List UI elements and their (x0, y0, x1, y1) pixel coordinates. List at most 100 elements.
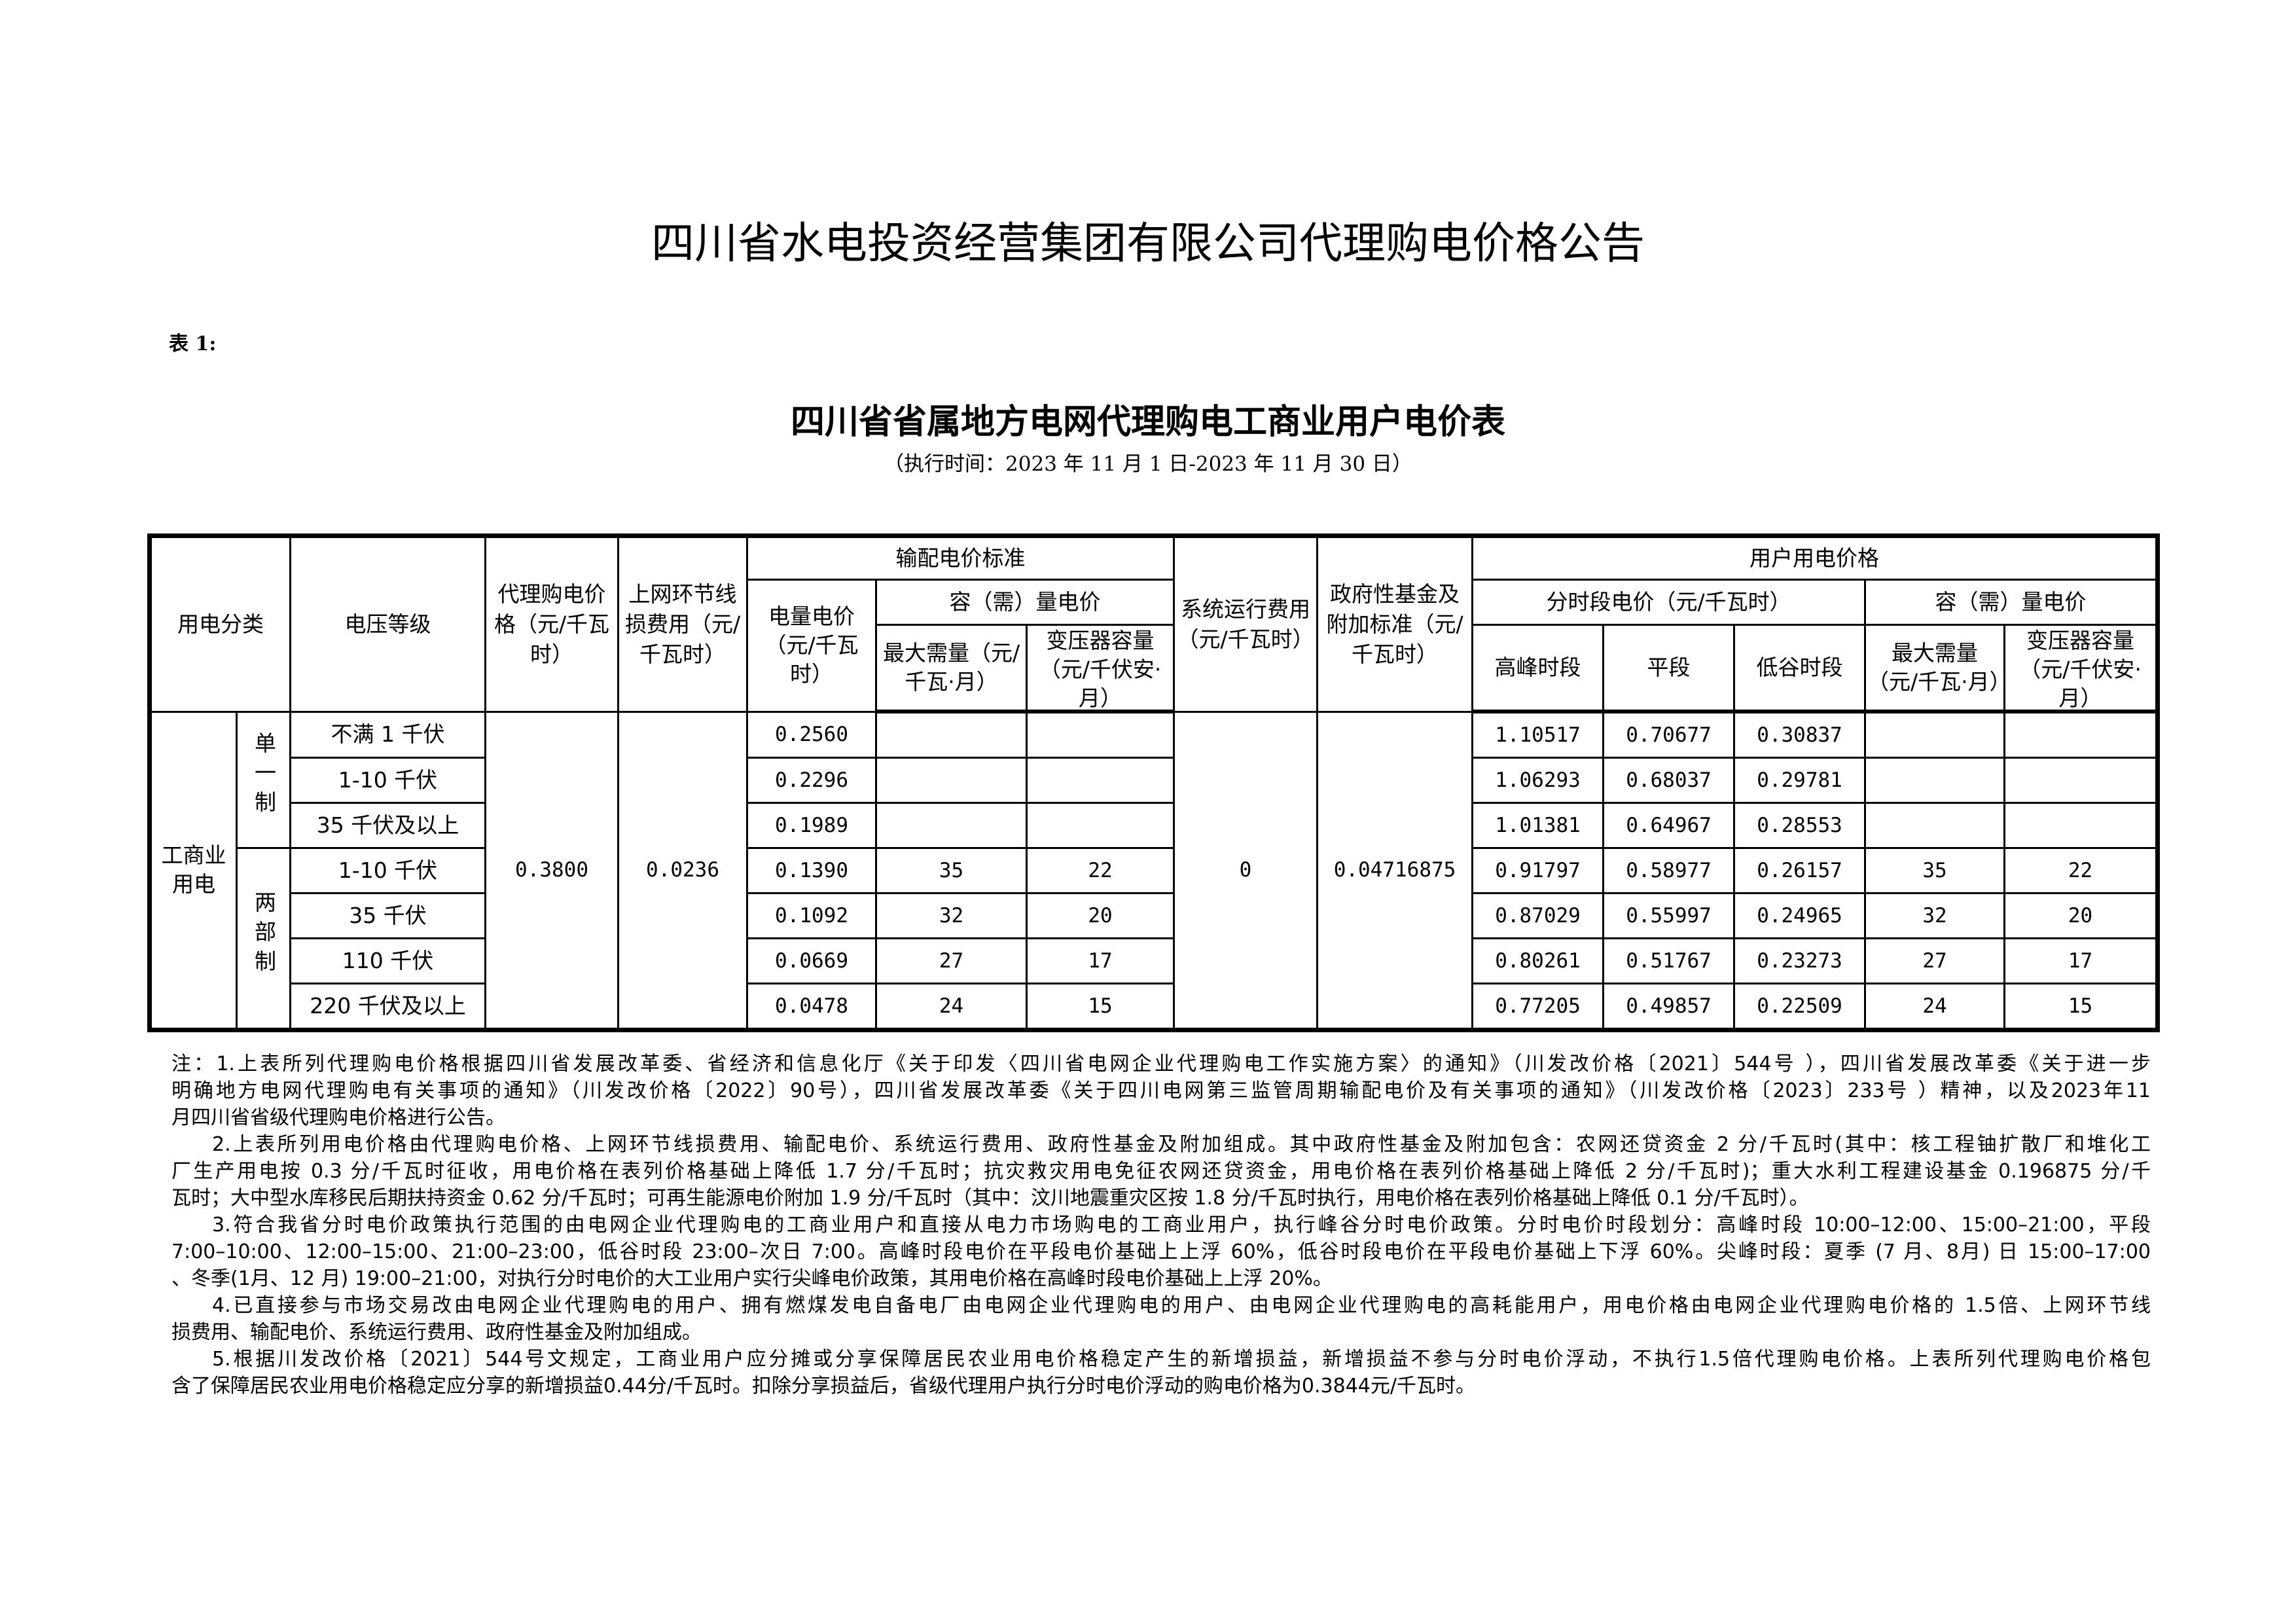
max-demand-cell (875, 802, 1028, 849)
max-demand-cell (875, 710, 1028, 759)
user-max-demand-cell: 32 (1864, 892, 2006, 939)
header-user-group: 用户用电价格 (1471, 535, 2159, 581)
header-voltage: 电压等级 (289, 535, 486, 713)
note-line: 7:00–10:00、12:00–15:00、21:00–23:00，低谷时段 … (171, 1240, 2151, 1263)
valley-price-cell: 0.22509 (1733, 983, 1867, 1031)
table-row: 1-10 千伏 0.2296 1.06293 0.68037 0.29781 (150, 757, 2159, 804)
table-row: 110 千伏 0.0669 27 17 0.80261 0.51767 0.23273 27 1… (150, 937, 2159, 984)
price-table: 用电分类 电压等级 代理购电价格（元/千瓦时） 上网环节线损费用（元/千瓦时） … (147, 533, 2161, 1032)
voltage-cell: 220 千伏及以上 (289, 983, 486, 1031)
transformer-cell (1025, 757, 1175, 804)
header-transformer: 变压器容量（元/千伏安·月） (1025, 624, 1175, 713)
flat-price-cell: 0.68037 (1602, 757, 1736, 804)
user-transformer-cell: 17 (2003, 937, 2159, 984)
voltage-cell: 35 千伏及以上 (289, 802, 486, 849)
table-row: 220 千伏及以上 0.0478 24 15 0.77205 0.49857 0.22509… (150, 983, 2159, 1031)
header-max-demand: 最大需量（元/千瓦·月） (875, 624, 1028, 713)
line-loss-cell: 0.0236 (617, 710, 748, 1031)
valley-price-cell: 0.28553 (1733, 802, 1867, 849)
energy-price-cell: 0.2560 (746, 710, 877, 759)
peak-price-cell: 0.77205 (1471, 983, 1605, 1031)
note-line: 4.已直接参与市场交易改由电网企业代理购电的用户、拥有燃煤发电自备电厂由电网企业… (212, 1294, 2151, 1317)
table-title: 四川省省属地方电网代理购电工商业用户电价表 (790, 403, 1505, 442)
peak-price-cell: 0.91797 (1471, 847, 1605, 894)
user-transformer-cell: 20 (2003, 892, 2159, 939)
voltage-cell: 1-10 千伏 (289, 847, 486, 894)
price-table-body: 工商业用电 单一制 不满 1 千伏 0.3800 0.0236 0.2560 0 0.0471… (149, 710, 2159, 1031)
header-user-transformer-text: 变压器容量（元/千伏安·月） (2019, 628, 2142, 709)
table-number: 表 1: (169, 333, 217, 355)
energy-price-cell: 0.2296 (746, 757, 877, 804)
user-transformer-cell (2003, 802, 2159, 849)
user-transformer-cell: 15 (2003, 983, 2159, 1031)
header-line-loss: 上网环节线损费用（元/千瓦时） (617, 535, 748, 713)
subcategory-label: 两部制 (251, 890, 277, 979)
header-tou-group: 分时段电价（元/千瓦时） (1471, 579, 1867, 626)
note-line: 2.上表所列用电价格由代理购电价格、上网环节线损费用、输配电价、系统运行费用、政… (212, 1133, 2151, 1156)
document-title: 四川省水电投资经营集团有限公司代理购电价格公告 (651, 218, 1645, 268)
user-transformer-cell: 22 (2003, 847, 2159, 894)
peak-price-cell: 0.80261 (1471, 937, 1605, 984)
note-line: 月四川省省级代理购电价格进行公告。 (171, 1106, 505, 1129)
max-demand-cell: 32 (875, 892, 1028, 939)
table-row: 35 千伏 0.1092 32 20 0.87029 0.55997 0.24965 32 20 (150, 892, 2159, 939)
note-line: 、冬季(1月、12 月) 19:00–21:00，对执行分时电价的大工业用户实行… (171, 1267, 1333, 1290)
voltage-cell: 不满 1 千伏 (289, 710, 486, 759)
user-max-demand-cell: 24 (1864, 983, 2006, 1031)
max-demand-cell: 24 (875, 983, 1028, 1031)
energy-price-cell: 0.0669 (746, 937, 877, 984)
user-max-demand-cell (1864, 802, 2006, 849)
header-gov-fund: 政府性基金及附加标准（元/千瓦时） (1316, 535, 1474, 713)
system-cost-cell: 0 (1173, 710, 1319, 1031)
peak-price-cell: 1.10517 (1471, 710, 1605, 759)
max-demand-cell (875, 757, 1028, 804)
transformer-cell: 22 (1025, 847, 1175, 894)
agency-price-cell: 0.3800 (484, 710, 619, 1031)
header-system-cost: 系统运行费用（元/千瓦时） (1173, 535, 1319, 713)
energy-price-cell: 0.1390 (746, 847, 877, 894)
note-line: 瓦时；大中型水库移民后期扶持资金 0.62 分/千瓦时；可再生能源电价附加 1.… (171, 1187, 1809, 1210)
max-demand-cell: 35 (875, 847, 1028, 894)
subcategory-cell: 单一制 (236, 710, 291, 849)
effective-period: （执行时间：2023 年 11 月 1 日-2023 年 11 月 30 日） (884, 452, 1412, 476)
table-row: 两部制 1-10 千伏 0.1390 35 22 0.91797 0.58977 0.2615… (150, 847, 2159, 1031)
note-line: 明确地方电网代理购电有关事项的通知》（川发改价格〔2022〕90号），四川省发展… (171, 1079, 2151, 1102)
flat-price-cell: 0.51767 (1602, 937, 1736, 984)
peak-price-cell: 0.87029 (1471, 892, 1605, 939)
header-user-max-demand: 最大需量（元/千瓦·月） (1864, 624, 2006, 713)
note-line: 5.根据川发改价格〔2021〕544号文规定，工商业用户应分摊或分享保障居民农业… (212, 1348, 2151, 1371)
note-line: 含了保障居民农业用电价格稳定应分享的新增损益0.44分/千瓦时。扣除分享损益后，… (171, 1375, 1475, 1398)
transformer-cell: 17 (1025, 937, 1175, 984)
flat-price-cell: 0.58977 (1602, 847, 1736, 894)
header-peak: 高峰时段 (1471, 624, 1605, 713)
header-tnd-group: 输配电价标准 (745, 535, 1175, 581)
voltage-cell: 35 千伏 (289, 892, 486, 939)
flat-price-cell: 0.64967 (1602, 802, 1736, 849)
header-category: 用电分类 (149, 535, 291, 713)
notes: 注：1.上表所列代理购电价格根据四川省发展改革委、省经济和信息化厅《关于印发〈四… (171, 1051, 2151, 1399)
header-agency-price: 代理购电价格（元/千瓦时） (484, 535, 619, 713)
note-line: 损费用、输配电价、系统运行费用、政府性基金及附加组成。 (171, 1321, 702, 1344)
header-user-transformer: 变压器容量（元/千伏安·月） (2003, 624, 2159, 713)
energy-price-cell: 0.0478 (746, 983, 877, 1031)
header-transformer-text: 变压器容量（元/千伏安·月） (1039, 628, 1162, 709)
header-capacity-group: 容（需）量电价 (874, 579, 1175, 626)
note-line: 注：1.上表所列代理购电价格根据四川省发展改革委、省经济和信息化厅《关于印发〈四… (171, 1053, 2151, 1075)
peak-price-cell: 1.06293 (1471, 757, 1605, 804)
subcategory-label: 单一制 (251, 732, 277, 821)
note-line: 3.符合我省分时电价政策执行范围的由电网企业代理购电的工商业用户和直接从电力市场… (212, 1214, 2151, 1236)
user-transformer-cell (2003, 710, 2159, 759)
user-max-demand-cell (1864, 757, 2006, 804)
header-max-demand-text: 最大需量（元/千瓦·月） (882, 640, 1020, 695)
transformer-cell (1025, 710, 1175, 759)
user-transformer-cell (2003, 757, 2159, 804)
header-user-capacity-group: 容（需）量电价 (1864, 579, 2159, 626)
header-energy-price: 电量电价（元/千瓦时） (746, 579, 877, 713)
valley-price-cell: 0.29781 (1733, 757, 1867, 804)
user-max-demand-cell: 35 (1864, 847, 2006, 894)
flat-price-cell: 0.55997 (1602, 892, 1736, 939)
user-max-demand-cell: 27 (1864, 937, 2006, 984)
valley-price-cell: 0.24965 (1733, 892, 1867, 939)
header-flat: 平段 (1602, 624, 1736, 713)
valley-price-cell: 0.30837 (1733, 710, 1867, 759)
